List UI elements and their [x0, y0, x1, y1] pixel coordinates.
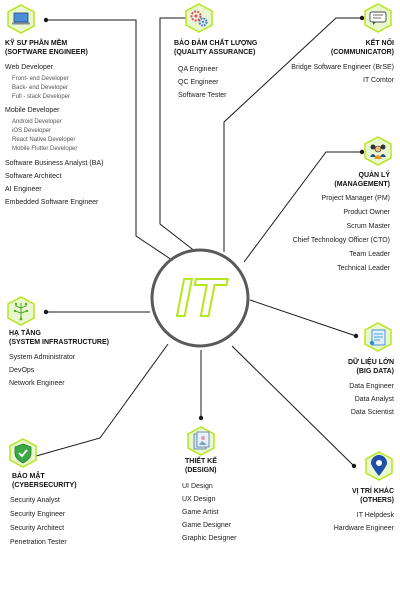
- management-item-5: Team Leader: [349, 251, 390, 258]
- software-title: KỸ SƯ PHẦN MỀM: [5, 40, 68, 47]
- line-communicator: [223, 17, 362, 252]
- dot-management: [359, 149, 365, 155]
- design-item-5: Graphic Designer: [182, 535, 237, 542]
- line-software: [46, 19, 173, 261]
- others-title-en: (OTHERS): [360, 497, 394, 504]
- management-item-3: Scrum Master: [346, 223, 390, 230]
- design-item-4: Game Designer: [182, 522, 232, 529]
- group-cybersecurity: BẢO MẬT (CYBERSECURITY) Security Analyst…: [10, 472, 122, 550]
- communicator-title-en: (COMMUNICATOR): [330, 49, 394, 56]
- design-item-3: Game Artist: [182, 509, 219, 516]
- group-software-engineer: KỸ SƯ PHẦN MỀM (SOFTWARE ENGINEER) Web D…: [5, 39, 155, 209]
- bigdata-item-1: Data Engineer: [349, 383, 394, 390]
- management-item-6: Technical Leader: [337, 265, 390, 272]
- line-security: [21, 343, 169, 461]
- group-others: VỊ TRÍ KHÁC (OTHERS) IT Helpdesk Hardwar…: [294, 487, 394, 535]
- group-quality-assurance: BẢO ĐẢM CHẤT LƯỢNG (QUALITY ASSURANCE) Q…: [174, 39, 284, 102]
- group-management: QUẢN LÝ (MANAGEMENT) Project Manager (PM…: [260, 171, 390, 276]
- mobile-sub-3: React Native Developer: [12, 137, 76, 143]
- communicator-title: KẾT NỐI: [365, 40, 394, 47]
- infra-item-2: DevOps: [9, 367, 35, 374]
- line-management: [243, 151, 362, 263]
- group-big-data: DỮ LIỆU LỚN (BIG DATA) Data Engineer Dat…: [300, 358, 394, 419]
- dot-bigdata: [353, 333, 359, 339]
- security-item-1: Security Analyst: [10, 497, 60, 504]
- infra-title: HẠ TẦNG: [9, 330, 41, 337]
- software-item-2: Software Architect: [5, 173, 62, 180]
- group-communicator: KẾT NỐI (COMMUNICATOR) Bridge Software E…: [270, 39, 394, 87]
- gears-icon: [185, 3, 213, 33]
- management-title: QUẢN LÝ: [358, 172, 391, 179]
- design-item-1: UI Design: [182, 483, 213, 490]
- bigdata-item-3: Data Scientist: [350, 409, 394, 416]
- software-item-4: Embedded Software Engineer: [5, 199, 99, 206]
- software-title-en: (SOFTWARE ENGINEER): [5, 49, 88, 56]
- design-title-en: (DESIGN): [185, 467, 217, 474]
- shield-check-icon: [9, 438, 37, 468]
- dot-design: [198, 415, 204, 421]
- others-item-2: Hardware Engineer: [333, 525, 394, 532]
- group-system-infrastructure: HẠ TẦNG (SYSTEM INFRASTRUCTURE) System A…: [9, 329, 149, 390]
- infra-item-1: System Administrator: [9, 354, 76, 361]
- group-design: THIẾT KẾ (DESIGN) UI Design UX Design Ga…: [182, 457, 282, 545]
- security-title-en: (CYBERSECURITY): [12, 482, 77, 489]
- data-icon: [364, 322, 392, 352]
- dot-communicator: [359, 15, 365, 21]
- management-item-2: Product Owner: [343, 209, 390, 216]
- security-item-2: Security Engineer: [10, 511, 66, 518]
- management-title-en: (MANAGEMENT): [334, 181, 390, 188]
- qa-item-2: QC Engineer: [178, 79, 219, 86]
- security-item-4: Penetration Tester: [10, 539, 67, 546]
- it-label: IT: [176, 268, 228, 328]
- team-icon: [364, 136, 392, 166]
- others-title: VỊ TRÍ KHÁC: [352, 488, 394, 495]
- communicator-item-1: Bridge Software Engineer (BrSE): [291, 64, 394, 71]
- others-item-1: IT Helpdesk: [356, 512, 394, 519]
- bigdata-item-2: Data Analyst: [354, 396, 394, 403]
- infra-item-3: Network Engineer: [9, 380, 65, 387]
- software-item-3: AI Engineer: [5, 186, 42, 193]
- mobile-sub-4: Mobile Flutter Developer: [12, 146, 78, 152]
- bigdata-title: DỮ LIỆU LỚN: [348, 359, 394, 366]
- infra-title-en: (SYSTEM INFRASTRUCTURE): [9, 339, 109, 346]
- dot-infra: [43, 309, 49, 315]
- qa-title-en: (QUALITY ASSURANCE): [174, 49, 256, 56]
- security-title: BẢO MẬT: [12, 473, 45, 480]
- dot-others: [351, 463, 357, 469]
- qa-item-3: Software Tester: [178, 92, 227, 99]
- location-pin-icon: [365, 451, 393, 481]
- management-item-4: Chief Technology Officer (CTO): [292, 237, 390, 244]
- security-item-3: Security Architect: [10, 525, 65, 532]
- bigdata-title-en: (BIG DATA): [356, 368, 394, 375]
- web-sub-1: Front- end Developer: [12, 76, 69, 82]
- line-others: [231, 345, 355, 467]
- chat-icon: [364, 3, 392, 33]
- laptop-icon: [7, 4, 35, 34]
- mobile-sub-2: iOS Developer: [12, 128, 52, 134]
- communicator-item-2: IT Comtor: [363, 77, 394, 84]
- it-center-logo: IT: [150, 248, 250, 348]
- design-icon: [187, 426, 215, 456]
- design-item-2: UX Design: [182, 496, 216, 503]
- line-qa: [159, 17, 197, 253]
- software-item-1: Software Business Analyst (BA): [5, 160, 104, 167]
- line-bigdata: [249, 299, 357, 337]
- management-item-1: Project Manager (PM): [321, 195, 390, 202]
- web-sub-2: Back- end Developer: [12, 85, 69, 91]
- qa-title: BẢO ĐẢM CHẤT LƯỢNG: [174, 40, 258, 47]
- dot-software: [43, 17, 49, 23]
- network-icon: [7, 296, 35, 326]
- qa-item-1: QA Engineer: [178, 66, 218, 73]
- mobile-developer: Mobile Developer: [5, 107, 60, 114]
- web-sub-3: Full - stack Developer: [12, 94, 71, 100]
- design-title: THIẾT KẾ: [185, 458, 217, 465]
- mobile-sub-1: Android Developer: [12, 119, 62, 125]
- web-developer: Web Developer: [5, 64, 54, 71]
